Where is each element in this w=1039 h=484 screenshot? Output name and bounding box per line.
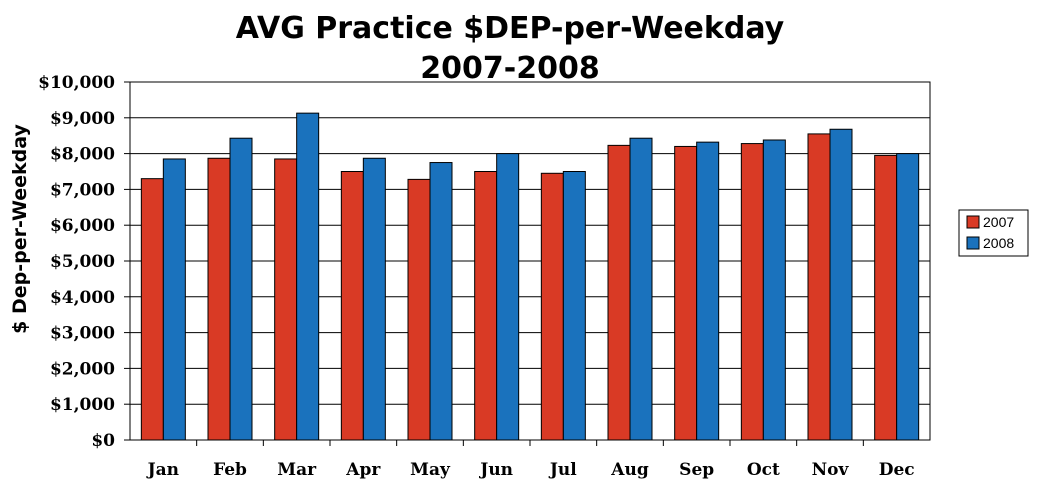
bar-2007-jul <box>540 172 564 441</box>
legend-label-2008: 2008 <box>983 235 1014 251</box>
bar-2007-jan <box>140 178 164 441</box>
bars <box>140 112 920 441</box>
bar-2008-aug <box>629 137 653 441</box>
bar-2007-oct <box>740 143 764 441</box>
y-tick-label: $9,000 <box>50 109 115 129</box>
bar-2007-may <box>407 178 431 441</box>
x-tick-label: Aug <box>610 460 649 480</box>
legend: 2007 2008 <box>958 209 1029 257</box>
x-tick-label: Apr <box>345 460 381 480</box>
bar-2008-sep <box>696 141 720 441</box>
bar-2007-sep <box>674 145 698 441</box>
bar-2007-nov <box>807 133 831 441</box>
bar-2008-may <box>429 162 453 441</box>
y-axis-label: $ Dep-per-Weekday <box>9 123 31 333</box>
bar-2008-apr <box>362 157 386 441</box>
x-tick-label: Oct <box>747 460 780 480</box>
bar-2007-dec <box>874 154 898 441</box>
legend-swatch-2007 <box>966 215 980 229</box>
x-tick-label: May <box>410 460 451 480</box>
bar-2008-oct <box>762 139 786 441</box>
bar-2007-feb <box>207 157 231 441</box>
x-tick-label: Sep <box>679 460 714 480</box>
y-tick-label: $5,000 <box>50 252 115 272</box>
bar-2007-apr <box>340 171 364 441</box>
bar-2008-mar <box>296 112 320 441</box>
x-tick-label: Jun <box>478 460 513 480</box>
chart-subtitle: 2007-2008 <box>420 51 599 86</box>
bar-2008-dec <box>896 153 920 441</box>
plot-area: $0 $1,000 $2,000 $3,000 $4,000 $5,000 $6,000 $7… <box>38 73 931 480</box>
chart-title: AVG Practice $DEP-per-Weekday <box>236 11 785 46</box>
y-tick-label: $0 <box>91 431 115 451</box>
bar-2007-aug <box>607 144 631 441</box>
y-tick-label: $6,000 <box>50 216 115 236</box>
legend-label-2007: 2007 <box>983 214 1014 230</box>
y-tick-label: $4,000 <box>50 288 115 308</box>
y-axis-ticks: $0 $1,000 $2,000 $3,000 $4,000 $5,000 $6,000 $7… <box>38 73 130 451</box>
gridlines <box>130 117 930 405</box>
y-tick-label: $7,000 <box>50 180 115 200</box>
bar-2008-nov <box>829 128 853 441</box>
x-tick-label: Jul <box>548 460 577 480</box>
legend-swatch-2008 <box>966 236 980 250</box>
bar-2008-feb <box>229 137 253 441</box>
y-tick-label: $1,000 <box>50 395 115 415</box>
x-tick-label: Feb <box>213 460 247 480</box>
y-tick-label: $2,000 <box>50 359 115 379</box>
x-tick-label: Jan <box>146 460 179 480</box>
bar-2008-jun <box>496 153 520 441</box>
y-tick-label: $3,000 <box>50 324 115 344</box>
x-axis-ticks: Jan Feb Mar Apr May Jun Jul Aug Sep Oct Nov Dec <box>146 440 915 480</box>
x-tick-label: Dec <box>879 460 915 480</box>
bar-2007-mar <box>274 158 298 441</box>
bar-2008-jul <box>562 171 586 441</box>
y-tick-label: $10,000 <box>38 73 115 93</box>
bar-2007-jun <box>474 171 498 441</box>
x-tick-label: Mar <box>277 460 317 480</box>
x-tick-label: Nov <box>812 460 850 480</box>
bar-2008-jan <box>162 158 186 441</box>
y-tick-label: $8,000 <box>50 145 115 165</box>
